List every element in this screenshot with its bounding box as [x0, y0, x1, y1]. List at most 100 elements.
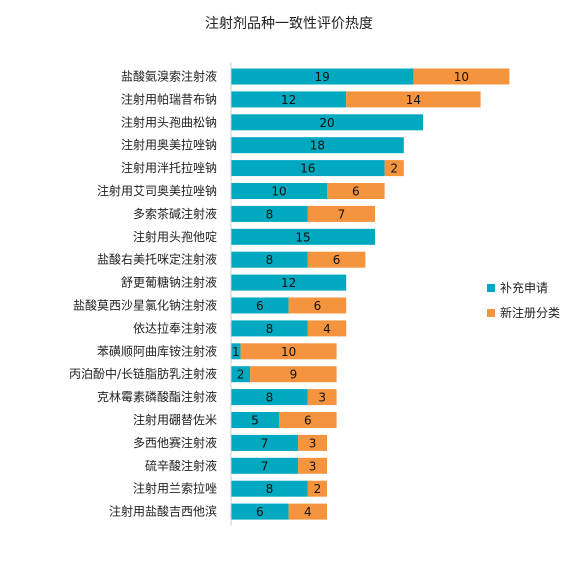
bar-segment — [231, 412, 279, 428]
legend-swatch — [487, 284, 495, 292]
data-label: 10 — [281, 345, 296, 359]
data-label: 6 — [256, 505, 264, 519]
legend-label: 新注册分类 — [500, 305, 560, 320]
bar-segment — [231, 183, 327, 199]
data-label: 5 — [251, 414, 259, 428]
category-label: 多西他赛注射液 — [133, 435, 217, 450]
data-label: 6 — [304, 414, 312, 428]
bar-segment — [307, 389, 337, 406]
data-label: 8 — [266, 207, 274, 221]
bar-segment — [307, 205, 375, 222]
data-label: 6 — [352, 185, 360, 199]
bar-segment — [298, 457, 327, 474]
category-label: 丙泊酚中/长链脂肪乳注射液 — [69, 366, 217, 381]
category-label: 多索茶碱注射液 — [133, 206, 217, 221]
bar-segment — [231, 320, 308, 337]
bar-segment — [231, 68, 414, 85]
category-label: 注射用艾司奥美拉唑钠 — [97, 183, 217, 198]
category-label: 注射用硼替佐米 — [133, 412, 217, 427]
bar-segment — [346, 91, 481, 108]
bar-segment — [250, 366, 337, 383]
chart-title: 注射剂品种一致性评价热度 — [205, 16, 373, 32]
data-label: 14 — [406, 93, 421, 107]
bar-segment — [231, 251, 308, 268]
bar-segment — [231, 503, 289, 520]
data-label: 7 — [338, 207, 346, 221]
category-label: 舒更葡糖钠注射液 — [121, 275, 217, 290]
data-label: 1 — [232, 345, 240, 359]
data-label: 3 — [309, 436, 317, 450]
data-label: 16 — [300, 162, 315, 176]
data-label: 2 — [314, 482, 322, 496]
category-label: 注射用盐酸吉西他滨 — [109, 504, 217, 519]
category-label: 注射用兰索拉唑 — [133, 481, 217, 496]
data-label: 18 — [310, 139, 325, 153]
bar-segment — [231, 343, 241, 360]
bar-segment — [307, 320, 347, 337]
bar-segment — [231, 389, 308, 406]
data-label: 7 — [261, 459, 269, 473]
bar-segment — [384, 160, 404, 177]
bar-segment — [413, 68, 510, 85]
bar-segment — [327, 183, 385, 199]
data-label: 15 — [295, 230, 310, 244]
data-label: 12 — [281, 93, 296, 107]
category-label: 注射用帕瑞昔布钠 — [121, 91, 217, 106]
legend-swatch — [487, 309, 495, 317]
data-label: 10 — [454, 70, 469, 84]
category-label: 硫辛酸注射液 — [145, 458, 217, 473]
data-label: 4 — [323, 322, 331, 336]
bar-segment — [288, 297, 347, 314]
bar-segment — [279, 412, 337, 428]
data-label: 3 — [309, 459, 317, 473]
data-label: 7 — [261, 436, 269, 450]
category-label: 盐酸莫西沙星氯化钠注射液 — [73, 298, 217, 313]
data-label: 8 — [266, 482, 274, 496]
data-label: 2 — [390, 162, 398, 176]
category-label: 注射用奥美拉唑钠 — [121, 137, 217, 152]
bar-segment — [288, 503, 327, 520]
bar-segment — [231, 114, 423, 131]
legend-label: 补充申请 — [500, 280, 548, 295]
bar-segment — [307, 251, 366, 268]
data-label: 8 — [266, 322, 274, 336]
bar-segment — [231, 434, 299, 451]
bar-segment — [231, 160, 385, 177]
category-label: 依达拉奉注射液 — [133, 320, 217, 335]
bar-segment — [231, 228, 375, 245]
data-label: 19 — [315, 70, 330, 84]
data-label: 10 — [271, 185, 286, 199]
data-label: 6 — [333, 253, 341, 267]
category-label: 克林霉素磷酸酯注射液 — [97, 389, 217, 404]
data-label: 20 — [319, 116, 334, 130]
category-label: 苯磺顺阿曲库铵注射液 — [97, 343, 217, 358]
bar-segment — [231, 297, 289, 314]
data-label: 9 — [290, 368, 298, 382]
data-label: 8 — [266, 391, 274, 405]
category-label: 盐酸右美托咪定注射液 — [97, 252, 217, 267]
bar-segment — [240, 343, 337, 360]
data-label: 12 — [281, 276, 296, 290]
bar-segment — [231, 480, 308, 497]
bar-segment — [231, 274, 347, 291]
bar-segment — [231, 137, 404, 154]
bar-segment — [307, 480, 327, 497]
category-label: 注射用头孢曲松钠 — [121, 114, 217, 129]
category-label: 注射用头孢他啶 — [133, 229, 217, 244]
data-label: 4 — [304, 505, 312, 519]
bar-segment — [298, 434, 327, 451]
bar-segment — [231, 366, 251, 383]
bar-segment — [231, 91, 347, 108]
category-label: 盐酸氨溴索注射液 — [121, 69, 217, 84]
bar-segment — [231, 205, 308, 222]
bar-segment — [231, 457, 299, 474]
category-label: 注射用泮托拉唑钠 — [121, 160, 217, 175]
data-label: 6 — [314, 299, 322, 313]
data-label: 2 — [237, 368, 245, 382]
data-label: 8 — [266, 253, 274, 267]
data-label: 6 — [256, 299, 264, 313]
